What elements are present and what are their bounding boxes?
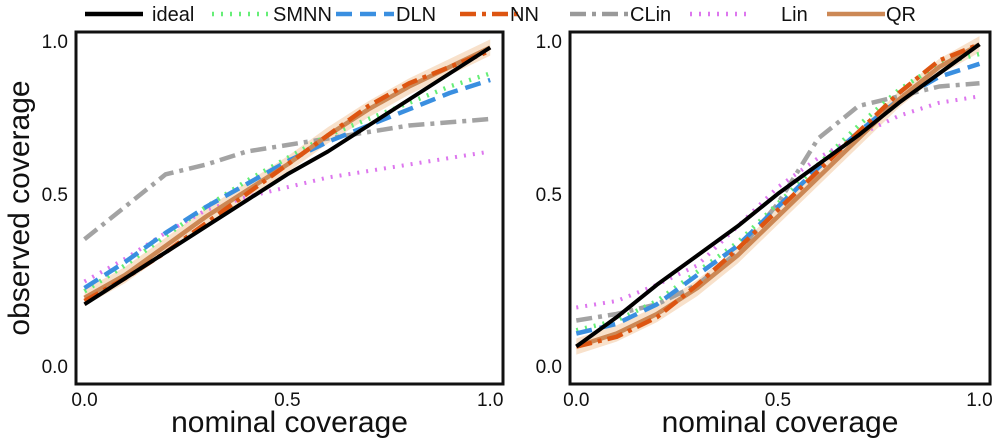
right-qr-band — [576, 36, 980, 355]
legend-label-smnn: SMNN — [273, 4, 332, 26]
right-series-nn — [575, 42, 981, 349]
right-plot-frame — [568, 30, 992, 386]
left-series-clin — [83, 116, 491, 242]
right-series-ideal — [575, 42, 981, 349]
legend-label-ideal: ideal — [152, 4, 194, 26]
left-tick-labels: 0.0 0.5 1.0 0.0 0.5 1.0 — [42, 32, 504, 411]
left-ytick-label: 1.0 — [42, 32, 68, 53]
left-x-axis-title: nominal coverage — [171, 406, 408, 439]
legend-label-dln: DLN — [396, 4, 436, 26]
left-series-dln — [83, 77, 491, 290]
left-ytick-label: 0.5 — [42, 185, 68, 206]
right-ytick-label: 1.0 — [536, 32, 562, 53]
left-series-qr — [83, 45, 492, 300]
left-plot-area — [83, 39, 492, 306]
right-panel: 0.0 0.5 1.0 0.0 0.5 1.0 nominal coverage — [536, 30, 993, 439]
left-xtick-label: 0.5 — [274, 390, 300, 411]
right-ytick-label: 0.0 — [536, 357, 562, 378]
left-y-axis-title: observed coverage — [3, 80, 36, 335]
left-series-smnn — [83, 71, 491, 294]
right-series-qr — [575, 42, 981, 349]
left-panel: 0.0 0.5 1.0 0.0 0.5 1.0 nominal coverage obse… — [3, 30, 505, 439]
right-series-dln — [575, 61, 981, 336]
right-xtick-label: 1.0 — [966, 390, 992, 411]
right-x-axis-title: nominal coverage — [662, 406, 899, 439]
right-series-lin — [575, 94, 980, 310]
legend-label-nn: NN — [510, 4, 539, 26]
right-tick-labels: 0.0 0.5 1.0 0.0 0.5 1.0 — [536, 32, 993, 411]
legend-label-clin: CLin — [630, 4, 671, 26]
right-ytick-label: 0.5 — [536, 185, 562, 206]
left-plot-frame — [74, 30, 505, 386]
legend: ideal SMNN DLN NN CLin Lin QR — [85, 4, 916, 26]
right-xtick-label: 0.0 — [563, 390, 589, 411]
left-series-ideal — [83, 45, 492, 306]
left-ytick-label: 0.0 — [42, 357, 68, 378]
right-plot-area — [575, 36, 981, 355]
legend-label-lin: Lin — [781, 4, 808, 26]
left-series-lin — [83, 149, 491, 284]
left-xtick-label: 0.0 — [71, 390, 97, 411]
left-xtick-label: 1.0 — [477, 390, 503, 411]
right-series-smnn — [575, 51, 981, 333]
right-xtick-label: 0.5 — [765, 390, 791, 411]
legend-label-qr: QR — [886, 4, 916, 26]
